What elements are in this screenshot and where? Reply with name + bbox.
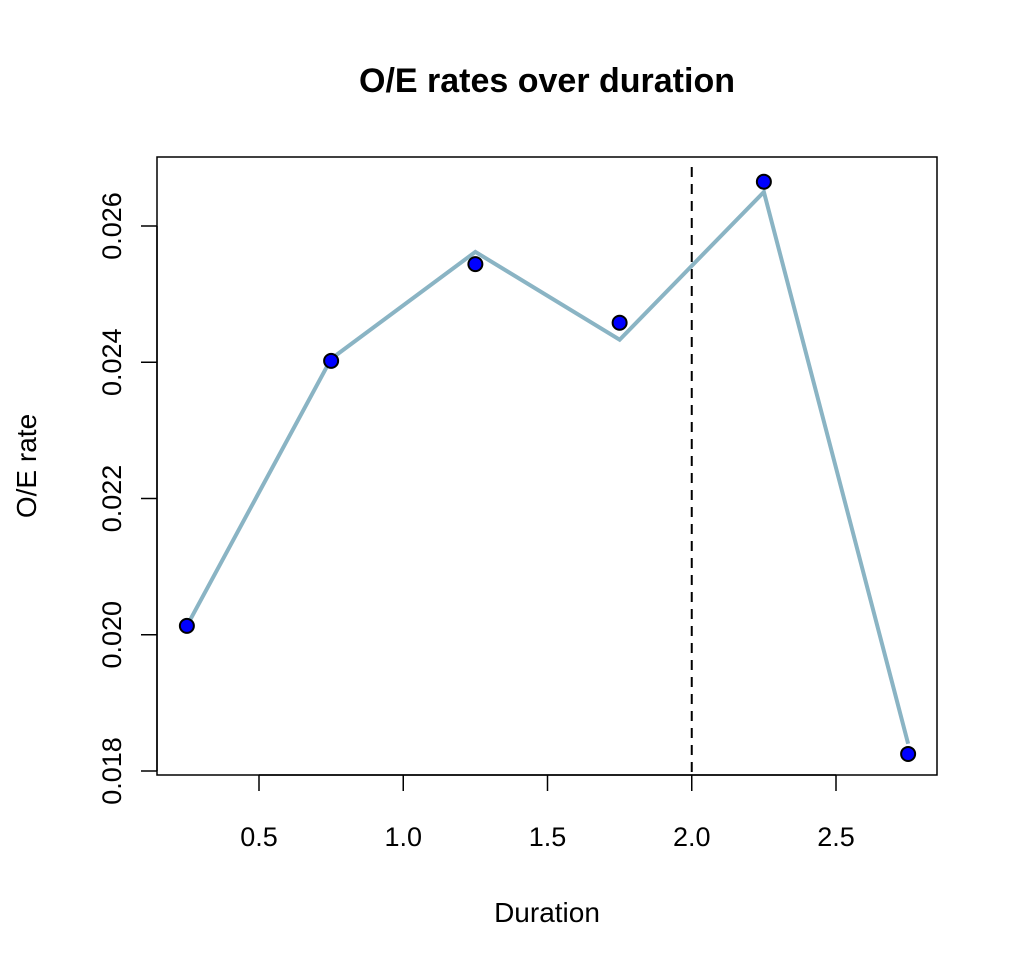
y-tick-label: 0.022 <box>97 465 127 533</box>
series-line-group <box>185 188 911 745</box>
x-tick-label: 0.5 <box>240 822 278 852</box>
chart-title: O/E rates over duration <box>359 62 735 100</box>
data-point <box>467 256 484 273</box>
y-tick-label: 0.026 <box>97 192 127 260</box>
y-axis-label: O/E rate <box>11 414 42 518</box>
x-axis-label: Duration <box>494 897 600 928</box>
series-points-group <box>178 173 917 762</box>
y-tick-label: 0.024 <box>97 328 127 396</box>
data-point <box>323 352 340 369</box>
series-line <box>185 188 911 745</box>
y-tick-label: 0.020 <box>97 601 127 669</box>
data-point <box>755 173 772 190</box>
x-tick-label: 1.0 <box>384 822 422 852</box>
y-tick-label: 0.018 <box>97 737 127 805</box>
data-point <box>611 314 628 331</box>
x-axis: 0.5 1.0 1.5 2.0 2.5 <box>240 774 855 852</box>
x-tick-label: 1.5 <box>529 822 567 852</box>
y-axis: 0.018 0.020 0.022 0.024 0.026 <box>97 192 158 805</box>
data-point <box>900 745 917 762</box>
x-tick-label: 2.5 <box>817 822 855 852</box>
x-tick-label: 2.0 <box>673 822 711 852</box>
data-point <box>178 617 195 634</box>
